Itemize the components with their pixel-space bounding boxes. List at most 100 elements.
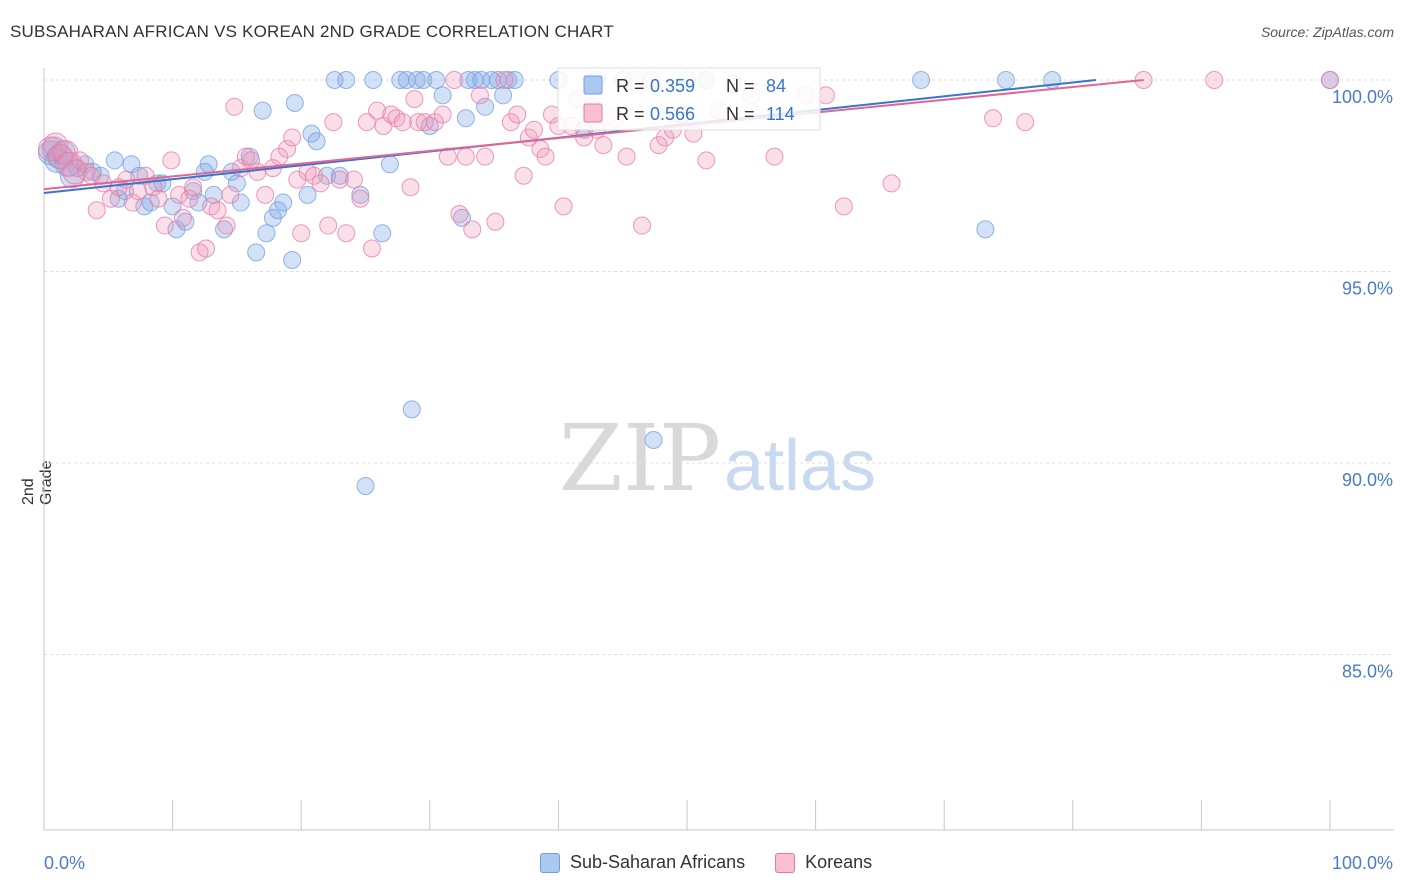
x-tick-label: 100.0% [1332,853,1393,873]
data-point [149,189,168,208]
data-point [1016,113,1035,132]
data-point [311,174,330,193]
data-point [184,178,203,197]
stats-n-value: 114 [766,104,795,124]
data-point [285,93,304,112]
data-point [324,113,343,132]
data-point [351,185,370,204]
stats-n-label: N = [726,104,755,124]
data-point [199,155,218,174]
stats-r-label: R = [616,76,645,96]
data-point [402,400,421,419]
data-point [414,71,433,89]
data-point [536,147,555,166]
stats-r-value: 0.359 [650,76,695,96]
data-point [524,120,543,139]
data-point [305,166,324,185]
stats-n-label: N = [726,76,755,96]
data-point [425,113,444,132]
data-point [433,86,452,105]
data-point [456,147,475,166]
data-point [407,71,426,89]
data-point [208,201,227,220]
data-point [976,220,995,239]
data-point [393,113,412,132]
data-point [197,239,216,258]
data-point [405,90,424,109]
data-point [373,224,392,243]
series-koreans [37,71,1339,262]
stats-swatch [583,103,603,123]
legend-label-koreans: Koreans [805,852,873,872]
data-point [356,476,375,495]
data-point [162,151,181,170]
data-point [882,174,901,193]
x-tick-label: 0.0% [44,853,85,873]
trend-line-koreans [43,79,1144,191]
stats-r-label: R = [616,104,645,124]
data-point [415,113,434,132]
data-point [445,71,464,89]
data-point [495,71,514,89]
data-point [253,101,272,120]
data-point [351,189,370,208]
data-point [344,170,363,189]
data-point [163,197,182,216]
y-tick-label: 100.0% [1332,87,1393,107]
data-point [450,205,469,224]
data-point [225,97,244,116]
data-point [476,147,495,166]
data-point [337,224,356,243]
data-point [330,166,349,185]
y-tick-label: 85.0% [1342,662,1393,682]
data-point [380,155,399,174]
data-point [298,185,317,204]
data-point [155,216,174,235]
data-point [494,86,513,105]
data-point [170,185,189,204]
legend-item-sub-saharan[interactable]: Sub-Saharan Africans [540,852,745,873]
y-tick-label: 95.0% [1342,279,1393,299]
data-point [1321,71,1339,89]
data-point [617,147,636,166]
data-point [283,128,302,147]
data-point [217,216,236,235]
data-point [274,193,293,212]
data-point [834,197,853,216]
data-point [984,109,1003,128]
data-point [499,71,518,89]
data-point [433,105,452,124]
chart-title: SUBSAHARAN AFRICAN VS KOREAN 2ND GRADE C… [10,22,614,41]
data-point [283,251,302,270]
data-point [765,147,784,166]
data-point [996,71,1015,89]
data-point [470,86,489,105]
data-point [476,97,495,116]
data-point [486,212,505,231]
data-point [463,220,482,239]
watermark-atlas: atlas [724,426,876,506]
data-point [330,170,349,189]
data-point [123,193,142,212]
data-point [649,136,668,155]
data-point [87,201,106,220]
data-point [364,71,383,89]
data-point [288,170,307,189]
legend-item-koreans[interactable]: Koreans [775,852,872,873]
legend-swatch-koreans [775,852,796,873]
data-point [514,166,533,185]
legend-swatch-sub-saharan [540,852,560,873]
data-point [644,431,663,450]
data-point [319,216,338,235]
data-point [167,220,186,239]
data-point [368,101,387,120]
data-point [508,105,527,124]
data-point [501,113,520,132]
data-point [307,132,326,151]
source-label: Source: ZipAtlas.com [1260,24,1394,40]
data-point [357,113,376,132]
data-point [554,197,573,216]
data-point [1205,71,1224,89]
data-point [231,193,250,212]
